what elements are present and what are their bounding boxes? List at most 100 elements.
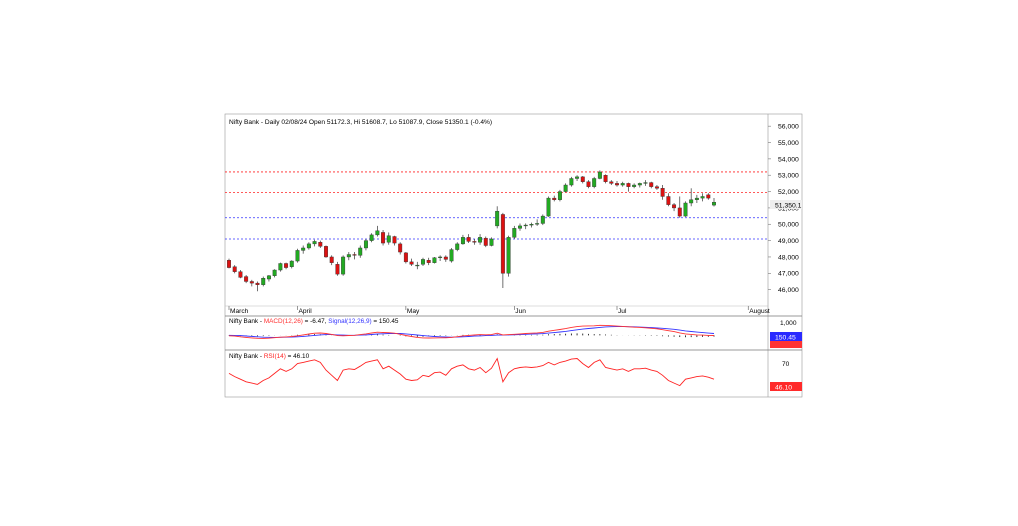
price-ytick-label: 46,000 [778,287,799,294]
rsi-line [228,357,715,387]
candle-body [312,241,317,245]
macd-pane: 1,000 [228,320,797,339]
candle-body [603,175,608,182]
macd-title-part: = -6.47, [303,318,328,325]
date-label: May [407,308,420,315]
candle-body [506,237,511,274]
date-label: Jul [618,308,627,315]
candle-body [261,278,266,285]
candle-body [346,254,351,258]
candle-body [369,234,374,241]
candle-body [438,256,443,258]
macd-ytick-label: 1,000 [780,320,797,327]
candle-body [609,181,614,184]
candle-body [615,183,619,186]
candle-body [466,237,471,242]
price-ytick-label: 52,000 [778,189,799,196]
candle-body [472,241,477,243]
macd-last-label: 150.45 [775,334,796,341]
price-levels [225,171,768,240]
macd-title: Nifty Bank - MACD(12,26) = -6.47, Signal… [229,318,399,325]
candle-body [512,228,517,238]
date-label: August [749,308,770,315]
date-label: March [230,308,249,315]
candle-body [580,176,585,182]
price-ytick-label: 49,000 [778,238,799,245]
candle-body [552,197,557,200]
rsi-title-part: RSI(14) [264,353,286,360]
candle-body [700,196,705,199]
candle-body [597,171,602,179]
candle-body [660,188,665,197]
rsi-title-part: = 46.10 [286,353,310,360]
price-ytick-label: 48,000 [778,254,799,261]
macd-line [228,324,715,339]
macd-second-label-bg [770,341,802,348]
candle-body [620,183,625,186]
price-ytick-label: 54,000 [778,156,799,163]
date-label: April [298,308,312,315]
candle-body [301,247,306,251]
candle-body [518,225,522,229]
rsi-title: Nifty Bank - RSI(14) = 46.10 [229,353,310,360]
candle-body [227,260,231,268]
candle-body [535,223,540,225]
candle-body [386,235,391,243]
candle-body [575,176,580,179]
chart-frame [224,113,803,398]
macd-title-part: MACD(12,26) [264,318,303,325]
candle-body [238,271,243,278]
date-axis: March April May Jun Jul August [228,306,770,315]
candle-body [637,183,642,186]
price-ytick-label: 55,000 [778,140,799,147]
candle-body [677,207,682,217]
candle-body [489,238,494,246]
rsi-last-label: 46.10 [775,384,792,391]
candle-body [272,269,277,276]
macd-title-part: Signal(12,26,9) [328,318,371,325]
candle-body [306,243,311,249]
candle-body [421,259,425,265]
date-label: Jun [515,308,526,315]
candle-body [392,236,397,244]
candle-body [706,194,711,199]
candle-body [363,240,368,249]
candle-body [557,191,562,200]
price-ytick-label: 56,000 [778,124,799,131]
candle-body [712,201,716,206]
candle-body [500,214,505,274]
candle-body [689,199,694,204]
candle-body [295,250,300,262]
macd-title-part: = 150.45 [372,318,399,325]
candle-body [632,184,637,187]
rsi-last-label-bg [770,382,802,391]
candle-body [455,243,460,250]
candle-body [449,249,454,262]
candle-body [381,232,386,244]
candle-body [375,230,380,236]
candle-body [318,242,323,247]
candle-body [232,266,237,272]
price-chart-title: Nifty Bank - Daily 02/08/24 Open 51172.3… [229,119,492,126]
candle-body [249,281,254,284]
candle-body [289,260,294,267]
rsi-pane: 70 [228,357,790,387]
candle-body [341,256,346,275]
candle-body [683,202,688,217]
candle-body [672,204,677,209]
candle-body [255,282,260,285]
candle-body [483,237,488,246]
candle-body [592,178,597,187]
price-ytick-label: 47,000 [778,271,799,278]
last-price-label: 51,350.1 [775,202,802,209]
candle-body [523,224,528,227]
candle-body [495,210,500,227]
candle-body [694,197,699,200]
candle-body [443,256,448,260]
candle-body [563,184,568,192]
candle-body [666,196,671,205]
candle-body [569,178,574,186]
candle-body [358,247,363,256]
candle-body [403,252,408,263]
